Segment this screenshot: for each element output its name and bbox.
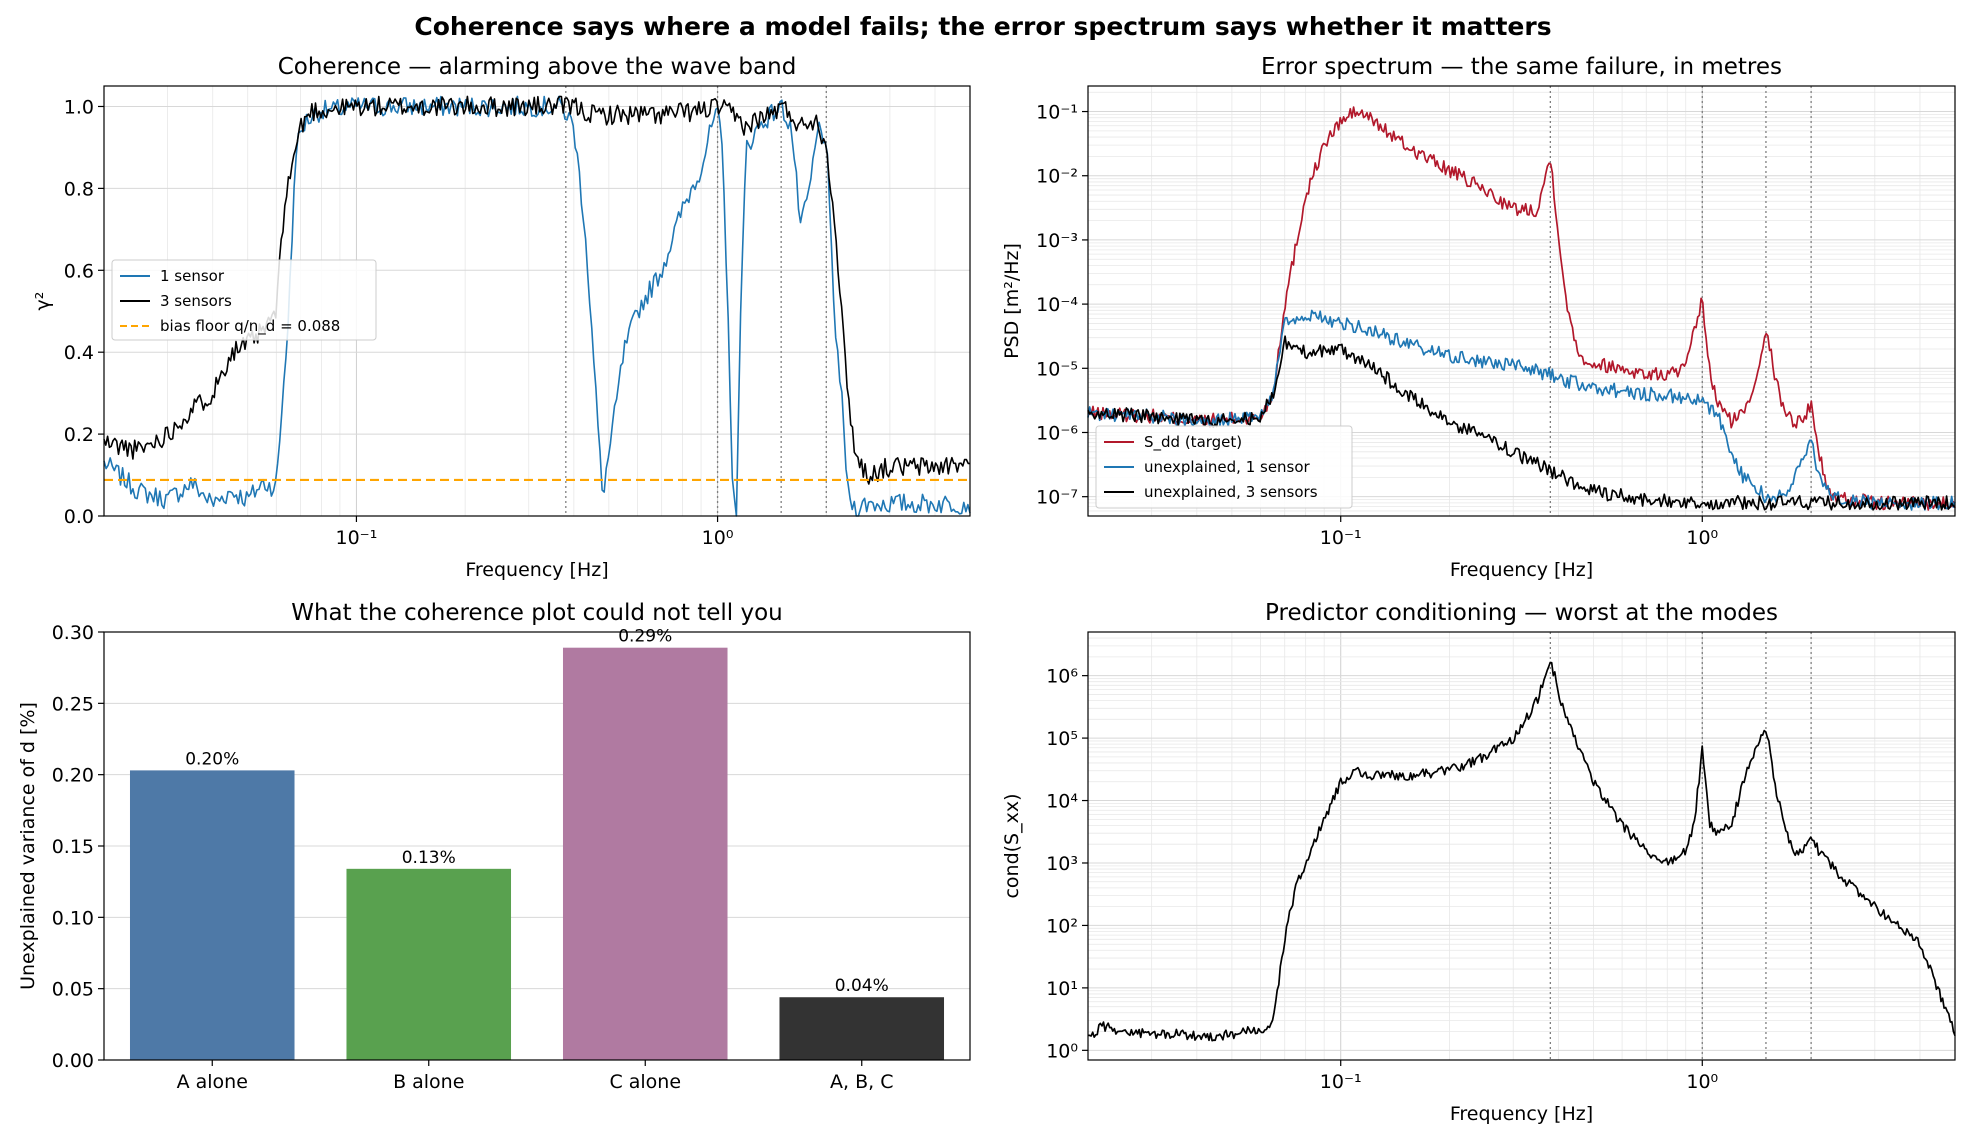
unexplained-variance-y-axis-label: Unexplained variance of d [%] (17, 702, 39, 990)
coherence-x-tick-label: 10⁰ (702, 527, 734, 549)
conditioning-y-tick-label: 10³ (1046, 853, 1078, 875)
error-spectrum-x-tick-label: 10⁻¹ (1320, 527, 1362, 549)
coherence-x-axis-label: Frequency [Hz] (465, 559, 608, 581)
panel-coherence: 10⁻¹ 10⁰ 0.0 0.2 0.4 0.6 0.8 1.0 Coherence — ala… (32, 54, 971, 581)
coherence-y-tick-label: 1.0 (64, 96, 94, 118)
conditioning-y-tick-label: 10⁵ (1046, 728, 1078, 750)
unexplained-variance-bar-2 (346, 868, 512, 1060)
unexplained-variance-bar-3 (562, 647, 728, 1060)
coherence-legend-box (111, 259, 377, 341)
error-spectrum-y-tick-label: 10⁻¹ (1036, 102, 1078, 124)
unexplained-variance-bar-value-label: 0.20% (185, 749, 239, 769)
unexplained-variance-bar-4 (779, 997, 945, 1060)
conditioning-y-tick-label: 10² (1046, 915, 1078, 937)
conditioning-x-tick-label: 10⁻¹ (1320, 1071, 1362, 1093)
coherence-y-tick-label: 0.6 (64, 260, 94, 282)
unexplained-variance-bar-value-label: 0.04% (835, 976, 889, 996)
coherence-legend-label: bias floor q/n_d = 0.088 (160, 317, 340, 336)
conditioning-x-axis-label: Frequency [Hz] (1450, 1103, 1593, 1125)
unexplained-variance-category-label: A alone (177, 1071, 248, 1093)
error-spectrum-legend: S_dd (target) unexplained, 1 sensor unexpl… (1095, 425, 1353, 509)
unexplained-variance-y-tick-label: 0.15 (52, 836, 94, 858)
coherence-y-axis-label: γ² (32, 292, 54, 311)
error-spectrum-y-tick-label: 10⁻² (1036, 166, 1078, 188)
coherence-frame (103, 85, 971, 517)
unexplained-variance-title: What the coherence plot could not tell y… (291, 600, 783, 626)
conditioning-x-tick-label: 10⁰ (1686, 1071, 1718, 1093)
conditioning-series-cond (1087, 661, 1956, 1042)
unexplained-variance-category-label: C alone (609, 1071, 681, 1093)
unexplained-variance-bar-1 (129, 770, 295, 1060)
unexplained-variance-bar-value-label: 0.13% (402, 848, 456, 868)
error-spectrum-y-tick-label: 10⁻⁴ (1036, 294, 1078, 316)
error-spectrum-frame (1087, 85, 1956, 517)
error-spectrum-title: Error spectrum — the same failure, in me… (1261, 54, 1782, 80)
panel-error-spectrum: 10⁻¹ 10⁰ 10⁻⁷ 10⁻⁶ 10⁻⁵ 10⁻⁴ 10⁻³ 10⁻² 10⁻¹ Error… (1001, 54, 1956, 581)
conditioning-frame (1087, 631, 1956, 1061)
error-spectrum-legend-label: unexplained, 1 sensor (1144, 458, 1311, 476)
conditioning-y-tick-label: 10¹ (1046, 978, 1078, 1000)
error-spectrum-legend-label: unexplained, 3 sensors (1144, 483, 1318, 501)
unexplained-variance-y-tick-label: 0.05 (52, 979, 94, 1001)
panel-conditioning: 10⁻¹ 10⁰ 10⁰ 10¹ 10² 10³ 10⁴ 10⁵ 10⁶ Predictor co… (1001, 600, 1956, 1125)
unexplained-variance-y-tick-label: 0.25 (52, 693, 94, 715)
unexplained-variance-y-tick-label: 0.20 (52, 765, 94, 787)
conditioning-y-tick-label: 10⁴ (1046, 791, 1078, 813)
conditioning-title: Predictor conditioning — worst at the mo… (1265, 600, 1778, 626)
conditioning-y-axis-label: cond(S_xx) (1001, 793, 1023, 898)
error-spectrum-x-tick-label: 10⁰ (1686, 527, 1718, 549)
error-spectrum-y-tick-label: 10⁻⁶ (1036, 422, 1078, 444)
error-spectrum-legend-box (1095, 425, 1353, 509)
error-spectrum-series-target (1087, 106, 1956, 511)
conditioning-grid (1088, 632, 1955, 1060)
error-spectrum-y-tick-label: 10⁻³ (1036, 230, 1078, 252)
unexplained-variance-category-label: A, B, C (830, 1071, 893, 1093)
error-spectrum-y-tick-label: 10⁻⁵ (1036, 358, 1078, 380)
figure-suptitle: Coherence says where a model fails; the … (414, 12, 1551, 41)
error-spectrum-series-3-sensors (1087, 335, 1956, 511)
unexplained-variance-category-label: B alone (393, 1071, 464, 1093)
error-spectrum-y-tick-label: 10⁻⁷ (1036, 487, 1078, 509)
error-spectrum-x-axis-label: Frequency [Hz] (1450, 559, 1593, 581)
coherence-legend: 1 sensor 3 sensors bias floor q/n_d = 0.08… (111, 259, 377, 341)
error-spectrum-legend-label: S_dd (target) (1144, 433, 1242, 452)
conditioning-y-tick-label: 10⁶ (1046, 666, 1078, 688)
coherence-y-tick-label: 0.2 (64, 424, 94, 446)
coherence-legend-label: 3 sensors (160, 292, 232, 310)
coherence-legend-label: 1 sensor (160, 267, 225, 285)
panel-unexplained-variance: 0.20% A alone 0.13% B alone 0.29% C alone 0.04… (17, 600, 971, 1093)
unexplained-variance-y-tick-label: 0.10 (52, 907, 94, 929)
error-spectrum-y-axis-label: PSD [m²/Hz] (1001, 243, 1023, 359)
coherence-y-tick-label: 0.8 (64, 178, 94, 200)
coherence-title: Coherence — alarming above the wave band (278, 54, 797, 80)
conditioning-y-tick-label: 10⁰ (1046, 1040, 1078, 1062)
coherence-y-tick-label: 0.0 (64, 506, 94, 528)
unexplained-variance-y-tick-label: 0.30 (52, 622, 94, 644)
coherence-y-tick-label: 0.4 (64, 342, 94, 364)
unexplained-variance-y-tick-label: 0.00 (52, 1050, 94, 1072)
unexplained-variance-bar-value-label: 0.29% (618, 627, 672, 647)
coherence-x-tick-label: 10⁻¹ (336, 527, 378, 549)
